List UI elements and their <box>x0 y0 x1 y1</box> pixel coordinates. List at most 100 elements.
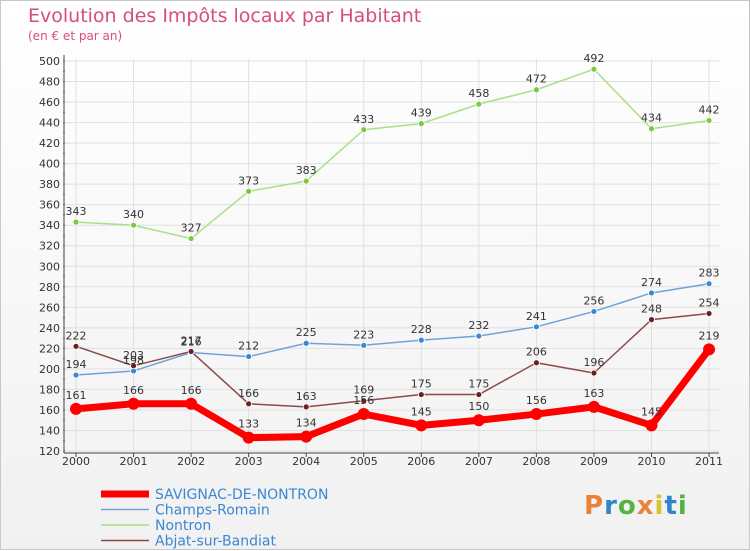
data-label: 150 <box>468 400 489 413</box>
data-label: 225 <box>296 326 317 339</box>
y-tick-label: 140 <box>39 424 60 437</box>
data-label: 256 <box>583 294 604 307</box>
data-point <box>72 218 80 226</box>
data-label: 156 <box>526 394 547 407</box>
data-label: 175 <box>468 378 489 391</box>
legend-label: Champs-Romain <box>155 503 270 519</box>
data-point <box>357 408 370 421</box>
x-tick-label: 2002 <box>177 455 205 468</box>
data-label: 169 <box>353 384 374 397</box>
data-label: 198 <box>123 354 144 367</box>
data-point <box>130 221 137 229</box>
data-label: 212 <box>238 340 259 353</box>
data-label: 156 <box>353 394 374 407</box>
data-point <box>475 391 483 398</box>
data-label: 327 <box>181 222 202 235</box>
data-label: 434 <box>641 112 662 125</box>
x-tick-label: 2005 <box>350 455 378 468</box>
y-tick-label: 280 <box>39 281 60 294</box>
brand-letter: i <box>654 491 665 521</box>
data-labels: 194 198 216 212 225 223 228 232 241 256 274 283 343 3… <box>66 52 720 430</box>
series-line-champs-romain <box>75 282 710 376</box>
data-label: 163 <box>583 387 604 400</box>
data-point <box>130 362 137 370</box>
data-point <box>648 125 655 133</box>
data-point <box>587 400 600 413</box>
data-point <box>472 414 485 427</box>
data-point <box>302 177 310 185</box>
data-label: 254 <box>699 296 720 309</box>
brand-letter: i <box>677 491 688 521</box>
data-point <box>703 343 716 356</box>
data-point <box>590 308 598 315</box>
axes: 120 140 160 180 200 220 240 260 280 300 320 340 360 3… <box>39 55 723 468</box>
data-label: 175 <box>411 378 432 391</box>
data-label: 217 <box>181 334 202 347</box>
data-label: 383 <box>296 164 317 177</box>
x-tick-label: 2006 <box>407 455 435 468</box>
data-label: 228 <box>411 323 432 336</box>
y-tick-label: 220 <box>39 342 60 355</box>
legend-label: Nontron <box>155 518 211 534</box>
data-label: 163 <box>296 390 317 403</box>
y-tick-label: 340 <box>39 219 60 232</box>
data-point <box>533 323 540 331</box>
data-label: 343 <box>66 205 87 218</box>
data-point <box>417 120 425 128</box>
legend: SAVIGNAC-DE-NONTRONChamps-RomainNontronA… <box>101 487 328 550</box>
x-tick-label: 2010 <box>638 455 666 468</box>
data-point <box>245 400 253 408</box>
data-label: 133 <box>238 418 259 431</box>
data-label: 206 <box>526 346 547 359</box>
data-point <box>300 430 313 443</box>
x-tick-label: 2001 <box>120 455 148 468</box>
data-point <box>187 348 195 355</box>
data-label: 274 <box>641 276 662 289</box>
data-point <box>360 341 368 349</box>
y-tick-label: 380 <box>39 178 60 191</box>
data-label: 166 <box>123 384 144 397</box>
grid-lines <box>64 59 719 452</box>
data-label: 196 <box>583 356 604 369</box>
data-label: 283 <box>699 267 720 280</box>
data-point <box>475 332 483 340</box>
data-point <box>360 397 368 405</box>
x-tick-label: 2004 <box>292 455 320 468</box>
data-point <box>302 403 310 411</box>
data-label: 232 <box>468 319 489 332</box>
data-label: 134 <box>296 417 317 430</box>
data-label: 161 <box>66 389 87 402</box>
data-point <box>70 402 82 415</box>
series-lines <box>70 65 716 444</box>
data-point <box>417 391 425 398</box>
data-point <box>705 280 713 288</box>
y-tick-label: 480 <box>39 76 60 89</box>
series-line-nontron <box>75 68 710 240</box>
data-point <box>533 359 540 367</box>
brand-logo: Proxiti <box>584 491 688 521</box>
data-label: 340 <box>123 208 144 221</box>
data-point <box>590 369 598 377</box>
data-point <box>645 419 658 432</box>
x-tick-label: 2007 <box>465 455 493 468</box>
x-tick-label: 2000 <box>62 455 90 468</box>
brand-letter: x <box>636 491 655 521</box>
data-point <box>72 371 80 379</box>
y-tick-label: 300 <box>39 260 60 273</box>
x-tick-label: 2009 <box>580 455 608 468</box>
data-point <box>590 65 598 73</box>
data-label: 248 <box>641 303 662 316</box>
data-point <box>648 289 655 297</box>
y-tick-label: 420 <box>39 137 60 150</box>
series-line-savignac-de-nontron <box>72 345 713 442</box>
data-label: 433 <box>353 113 374 126</box>
data-label: 222 <box>66 329 87 342</box>
brand-letter: r <box>604 491 618 521</box>
chart-subtitle: (en € et par an) <box>28 29 123 43</box>
series-line-abjat-sur-bandiat <box>75 312 710 408</box>
data-point <box>72 342 80 350</box>
brand-letter: o <box>617 491 637 521</box>
y-tick-label: 460 <box>39 96 60 109</box>
